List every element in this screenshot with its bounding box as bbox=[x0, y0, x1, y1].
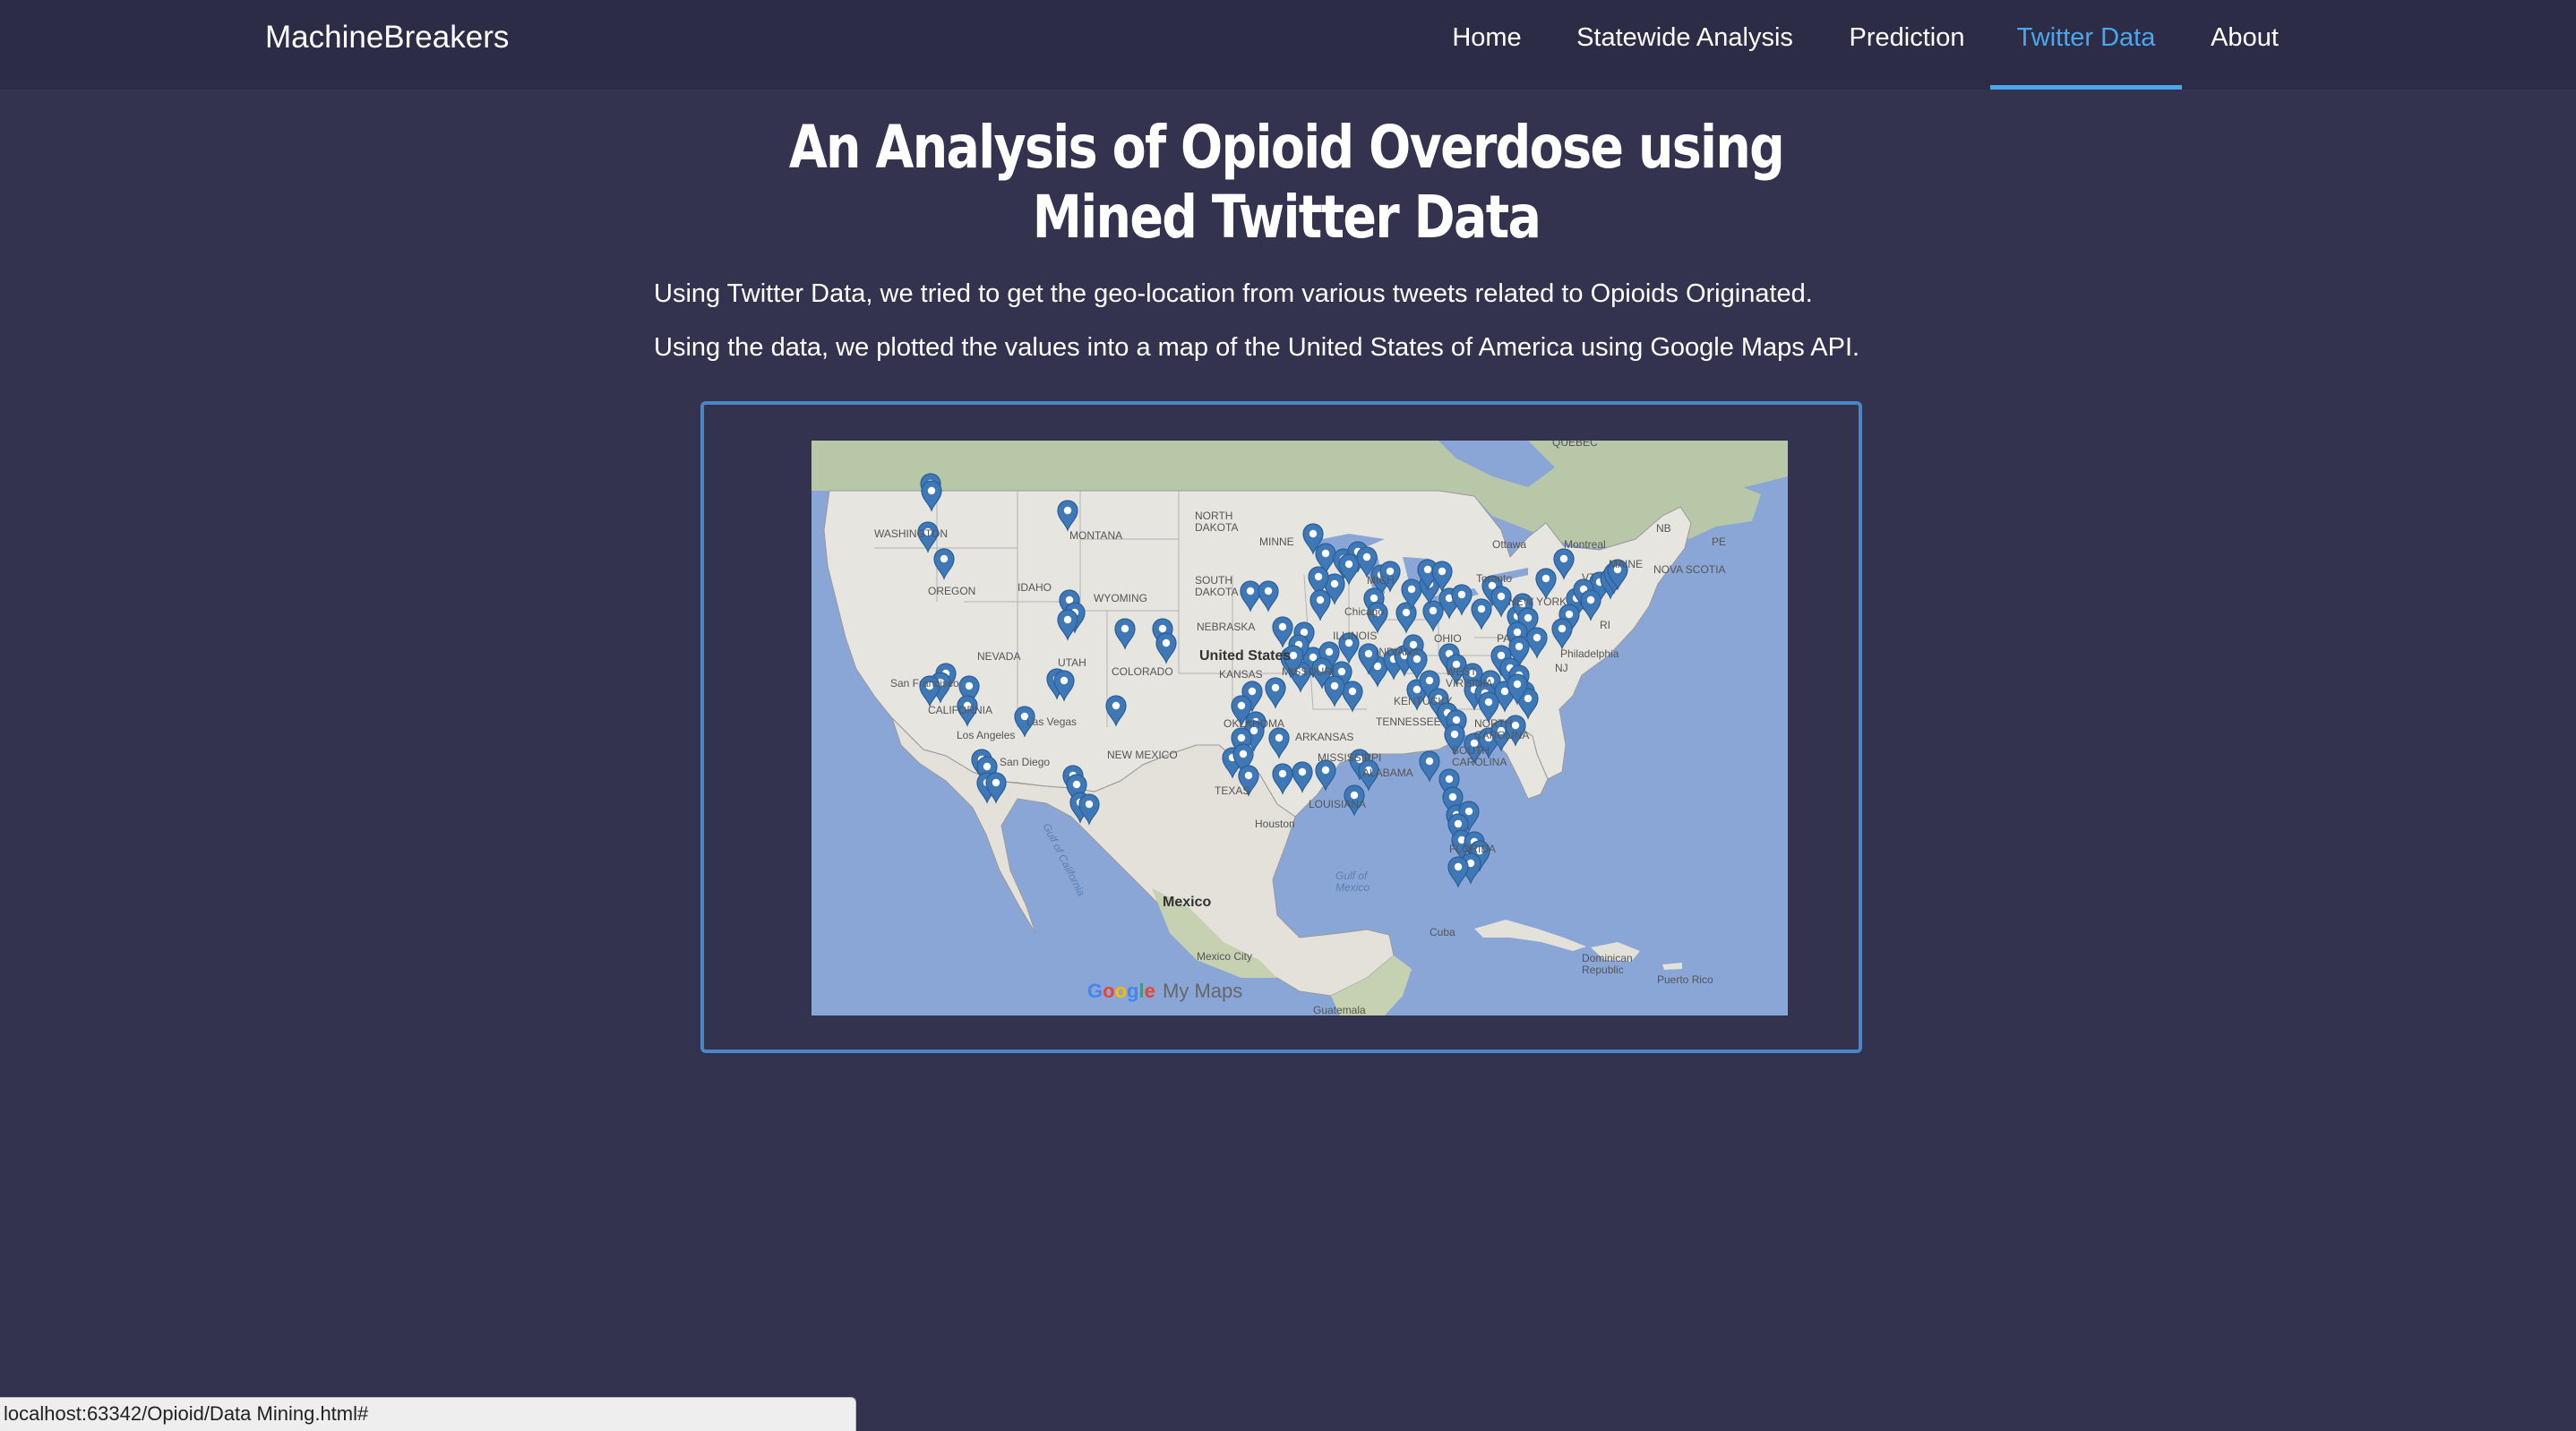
label-idaho: IDAHO bbox=[1018, 581, 1052, 594]
intro-paragraph-geo-location: Using Twitter Data, we tried to get the … bbox=[654, 279, 1813, 308]
nav-prediction-link[interactable]: Prediction bbox=[1849, 23, 1965, 52]
puerto-rico-land bbox=[1662, 963, 1682, 970]
cuba-land bbox=[1474, 920, 1586, 951]
label-alabama: ALABAMA bbox=[1362, 767, 1413, 779]
map-image[interactable]: QUÉBEC NORTH DAKOTA SOUTH DAKOTA MONTANA W… bbox=[811, 441, 1788, 1015]
lake-ontario bbox=[1492, 568, 1528, 582]
label-vt: VT bbox=[1582, 571, 1596, 584]
label-dominican-republic: Dominican Republic bbox=[1582, 952, 1633, 976]
hispaniola-land bbox=[1591, 942, 1640, 962]
label-montana: MONTANA bbox=[1069, 529, 1122, 542]
maritimes-land bbox=[1671, 476, 1761, 539]
label-mexico: Mexico bbox=[1163, 895, 1211, 910]
label-las-vegas: Las Vegas bbox=[1026, 716, 1077, 728]
label-north-carolina: NORTH CAROLINA bbox=[1474, 717, 1529, 741]
label-nb: NB bbox=[1656, 522, 1671, 535]
label-new-york: NEW YORK bbox=[1508, 596, 1567, 608]
label-texas: TEXAS bbox=[1215, 784, 1249, 797]
label-louisiana: LOUISIANA bbox=[1309, 798, 1366, 810]
hudson-bay bbox=[1438, 441, 1555, 487]
label-utah: UTAH bbox=[1058, 656, 1086, 669]
label-pe: PE bbox=[1712, 536, 1726, 548]
label-north-dakota: NORTH DAKOTA bbox=[1195, 510, 1238, 534]
label-south-carolina: SOUTH CAROLINA bbox=[1452, 744, 1507, 768]
label-nevada: NEVADA bbox=[977, 650, 1020, 663]
label-south-dakota: SOUTH DAKOTA bbox=[1195, 574, 1238, 598]
label-guatemala: Guatemala bbox=[1313, 1004, 1366, 1015]
label-kentucky: KENTUCKY bbox=[1394, 695, 1452, 707]
label-nebraska: NEBRASKA bbox=[1197, 621, 1255, 633]
nav-about-link[interactable]: About bbox=[2211, 23, 2279, 52]
us-map-svg[interactable]: QUÉBEC NORTH DAKOTA SOUTH DAKOTA MONTANA W… bbox=[811, 441, 1788, 1015]
label-arkansas: ARKANSAS bbox=[1295, 731, 1353, 743]
label-illinois: ILLINOIS bbox=[1333, 630, 1377, 642]
nav-active-indicator bbox=[1990, 85, 2182, 90]
label-chicago: Chicago bbox=[1344, 605, 1384, 618]
label-puerto-rico: Puerto Rico bbox=[1657, 973, 1713, 986]
label-united-states: United States bbox=[1199, 648, 1291, 664]
label-california: CALIFORNIA bbox=[928, 704, 992, 716]
nav-twitter-data-label: Twitter Data bbox=[2016, 23, 2156, 52]
label-minnesota: MINNE bbox=[1259, 536, 1294, 548]
intro-paragraph-map: Using the data, we plotted the values in… bbox=[654, 333, 1860, 362]
label-pennsylvania: PA bbox=[1497, 632, 1510, 645]
label-ri: RI bbox=[1600, 619, 1610, 631]
label-mexico-city: Mexico City bbox=[1197, 950, 1252, 963]
label-los-angeles: Los Angeles bbox=[957, 729, 1015, 741]
map-labels: QUÉBEC NORTH DAKOTA SOUTH DAKOTA MONTANA W… bbox=[874, 441, 1726, 1015]
label-mississippi: MISSISSIPPI bbox=[1318, 751, 1381, 764]
brand-logo[interactable]: MachineBreakers bbox=[265, 20, 510, 55]
label-ottawa: Ottawa bbox=[1492, 538, 1526, 551]
label-san-diego: San Diego bbox=[1000, 756, 1050, 768]
label-ohio: OHIO bbox=[1434, 632, 1462, 645]
label-new-mexico: NEW MEXICO bbox=[1107, 749, 1178, 761]
label-wyoming: WYOMING bbox=[1094, 592, 1147, 604]
label-san-francisco: San Francisco bbox=[890, 677, 959, 690]
label-toronto: Toronto bbox=[1476, 572, 1512, 585]
label-gulf-of-mexico: Gulf of Mexico bbox=[1335, 870, 1370, 894]
label-nj: NJ bbox=[1555, 662, 1568, 674]
label-washington: WASHINGTON bbox=[874, 527, 948, 540]
label-quebec: QUÉBEC bbox=[1552, 441, 1598, 449]
label-colorado: COLORADO bbox=[1112, 665, 1173, 678]
label-west-virginia: WEST VIRGINIA bbox=[1446, 665, 1493, 690]
my-maps-label: My Maps bbox=[1163, 980, 1242, 1002]
label-kansas: KANSAS bbox=[1219, 668, 1263, 681]
label-cuba: Cuba bbox=[1430, 926, 1455, 938]
label-houston: Houston bbox=[1255, 818, 1295, 830]
label-oregon: OREGON bbox=[928, 585, 975, 597]
nav-statewide-analysis-link[interactable]: Statewide Analysis bbox=[1576, 23, 1793, 52]
label-florida: FLORIDA bbox=[1449, 843, 1496, 855]
google-logo: Google bbox=[1087, 980, 1155, 1002]
label-michigan: MICH bbox=[1367, 574, 1395, 587]
nav-twitter-data-link[interactable]: Twitter Data bbox=[1990, 0, 2182, 90]
label-indiana: INDIANA bbox=[1376, 646, 1420, 658]
label-maine: MAINE bbox=[1609, 558, 1643, 570]
label-nova-scotia: NOVA SCOTIA bbox=[1653, 563, 1725, 576]
browser-status-bar: localhost:63342/Opioid/Data Mining.html# bbox=[0, 1397, 856, 1431]
label-missouri: MISSOURI bbox=[1282, 665, 1335, 678]
navbar: MachineBreakers Home Statewide Analysis … bbox=[0, 0, 2576, 90]
label-philadelphia: Philadelphia bbox=[1560, 647, 1619, 660]
central-america-land bbox=[1331, 955, 1412, 1015]
mexico-highlands bbox=[1152, 888, 1277, 978]
label-tennessee: TENNESSEE bbox=[1376, 716, 1441, 728]
state-borders bbox=[874, 491, 1546, 727]
google-my-maps-attribution: Google My Maps bbox=[1087, 980, 1242, 1002]
page-title: An Analysis of Opioid Overdose using Min… bbox=[788, 113, 1785, 252]
label-oklahoma: OKLAHOMA bbox=[1224, 717, 1284, 730]
label-montreal: Montreal bbox=[1564, 538, 1606, 551]
nav-home-link[interactable]: Home bbox=[1452, 23, 1522, 52]
